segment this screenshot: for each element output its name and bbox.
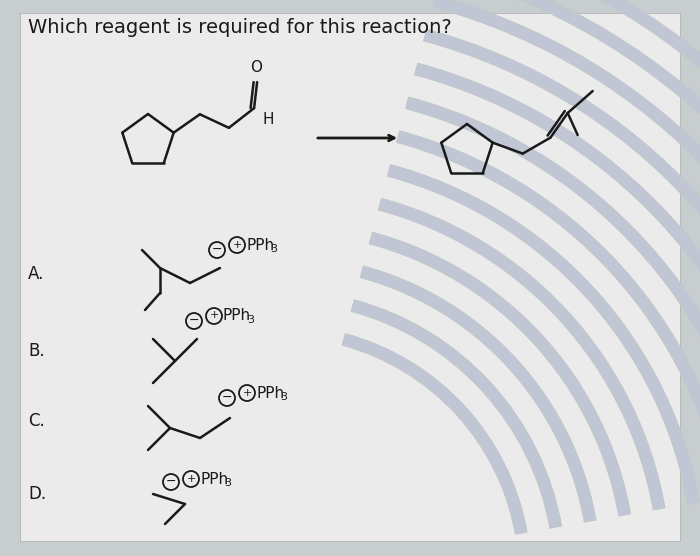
Text: 3: 3	[270, 244, 277, 254]
Text: +: +	[232, 240, 241, 250]
Text: −: −	[211, 243, 223, 256]
Text: 3: 3	[224, 478, 231, 488]
Text: +: +	[186, 474, 196, 484]
Text: −: −	[222, 391, 232, 404]
Text: C.: C.	[28, 412, 45, 430]
Text: B.: B.	[28, 342, 45, 360]
Text: PPh: PPh	[223, 309, 251, 324]
Text: +: +	[242, 388, 252, 398]
Text: H: H	[262, 112, 274, 127]
Text: PPh: PPh	[256, 385, 284, 400]
Text: −: −	[166, 475, 176, 488]
FancyBboxPatch shape	[20, 13, 680, 541]
Text: 3: 3	[280, 392, 287, 402]
Text: O: O	[250, 60, 262, 75]
Text: −: −	[189, 314, 199, 327]
Text: 3: 3	[247, 315, 254, 325]
Text: D.: D.	[28, 485, 46, 503]
Text: +: +	[209, 310, 218, 320]
Text: Which reagent is required for this reaction?: Which reagent is required for this react…	[28, 18, 452, 37]
Text: A.: A.	[28, 265, 44, 283]
Text: PPh: PPh	[200, 471, 228, 486]
Text: PPh: PPh	[246, 237, 274, 252]
